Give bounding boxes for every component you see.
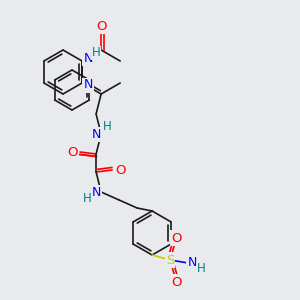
Text: O: O — [171, 232, 181, 244]
Text: H: H — [92, 46, 100, 59]
Text: N: N — [92, 128, 101, 140]
Text: N: N — [92, 185, 101, 199]
Text: O: O — [96, 20, 106, 32]
Text: H: H — [83, 193, 92, 206]
Text: N: N — [188, 256, 197, 269]
Text: N: N — [83, 79, 93, 92]
Text: H: H — [103, 121, 112, 134]
Text: N: N — [83, 52, 93, 64]
Text: O: O — [171, 275, 181, 289]
Text: H: H — [197, 262, 206, 275]
Text: O: O — [115, 164, 125, 176]
Text: S: S — [166, 254, 174, 266]
Text: O: O — [67, 146, 77, 158]
